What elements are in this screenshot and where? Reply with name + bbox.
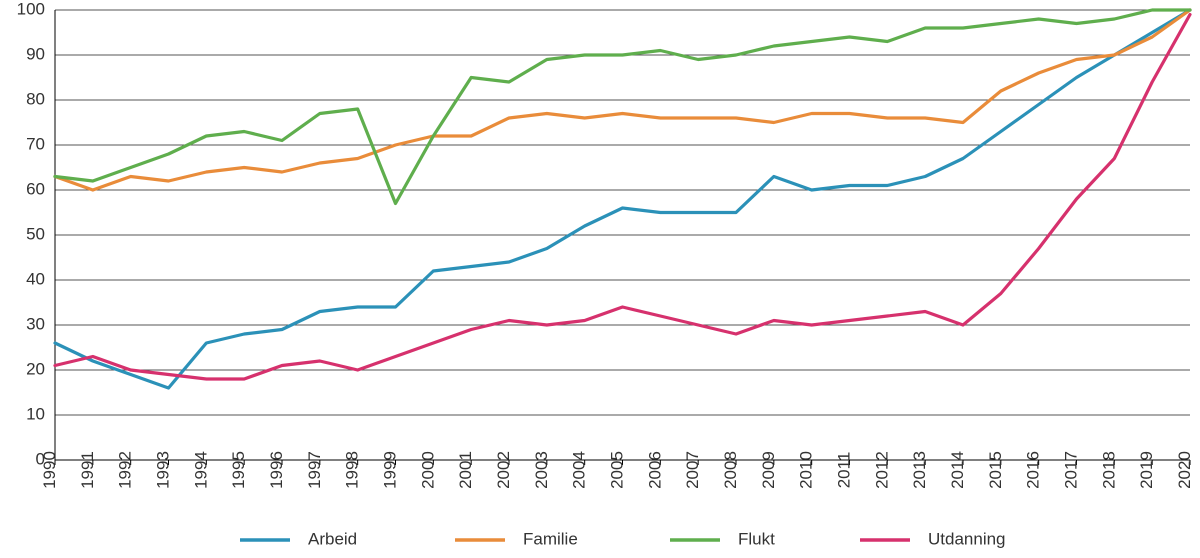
x-tick-label: 1998 — [343, 451, 362, 489]
y-tick-label: 30 — [26, 314, 45, 333]
x-tick-label: 2014 — [948, 451, 967, 489]
x-tick-label: 1990 — [40, 451, 59, 489]
y-tick-label: 100 — [17, 0, 45, 18]
line-chart: 0102030405060708090100199019911992199319… — [0, 0, 1200, 558]
y-tick-label: 70 — [26, 134, 45, 153]
legend-label: Familie — [523, 529, 578, 548]
x-tick-label: 2016 — [1024, 451, 1043, 489]
y-tick-label: 50 — [26, 224, 45, 243]
y-tick-label: 90 — [26, 44, 45, 63]
legend-label: Arbeid — [308, 529, 357, 548]
x-tick-label: 2002 — [494, 451, 513, 489]
x-tick-label: 2003 — [532, 451, 551, 489]
x-tick-label: 2015 — [986, 451, 1005, 489]
x-tick-label: 2000 — [418, 451, 437, 489]
y-tick-label: 10 — [26, 404, 45, 423]
y-tick-label: 60 — [26, 179, 45, 198]
x-tick-label: 2017 — [1062, 451, 1081, 489]
line-chart-container: 0102030405060708090100199019911992199319… — [0, 0, 1200, 558]
legend-label: Flukt — [738, 529, 775, 548]
x-tick-label: 2013 — [910, 451, 929, 489]
x-tick-label: 1994 — [191, 451, 210, 489]
x-tick-label: 1993 — [154, 451, 173, 489]
x-tick-label: 1995 — [229, 451, 248, 489]
y-tick-label: 80 — [26, 89, 45, 108]
x-tick-label: 2012 — [872, 451, 891, 489]
y-tick-label: 40 — [26, 269, 45, 288]
x-tick-label: 2008 — [721, 451, 740, 489]
x-tick-label: 2020 — [1175, 451, 1194, 489]
x-tick-label: 2005 — [608, 451, 627, 489]
x-tick-label: 1997 — [305, 451, 324, 489]
x-tick-label: 2001 — [456, 451, 475, 489]
y-tick-label: 20 — [26, 359, 45, 378]
x-tick-label: 2006 — [645, 451, 664, 489]
x-tick-label: 2018 — [1099, 451, 1118, 489]
x-tick-label: 2019 — [1137, 451, 1156, 489]
x-tick-label: 1996 — [267, 451, 286, 489]
x-tick-label: 2009 — [759, 451, 778, 489]
x-tick-label: 2010 — [797, 451, 816, 489]
chart-background — [0, 0, 1200, 558]
x-tick-label: 2004 — [570, 451, 589, 489]
x-tick-label: 2007 — [683, 451, 702, 489]
x-tick-label: 1999 — [381, 451, 400, 489]
x-tick-label: 2011 — [835, 452, 854, 489]
x-tick-label: 1991 — [78, 451, 97, 489]
x-tick-label: 1992 — [116, 451, 135, 489]
legend-label: Utdanning — [928, 529, 1006, 548]
